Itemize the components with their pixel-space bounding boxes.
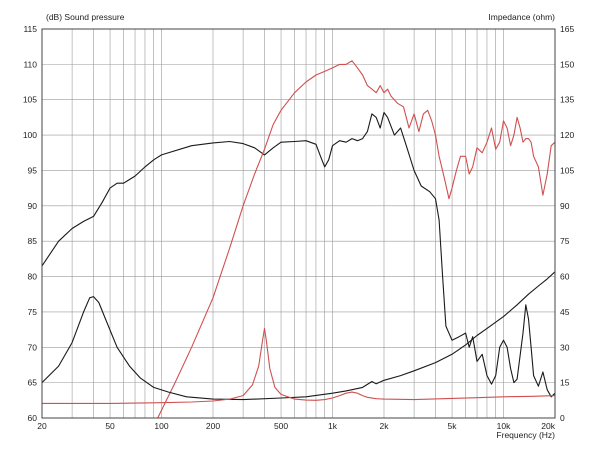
right-axis-title: Impedance (ohm) [488,12,555,22]
left-tick-label: 80 [28,272,38,282]
right-tick-label: 105 [560,165,574,175]
right-tick-label: 30 [560,342,570,352]
left-axis-ticks: 60 65 70 75 80 85 90 95 100 105 110 115 [23,24,37,423]
x-tick-label: 10k [497,421,511,431]
right-tick-label: 45 [560,307,570,317]
x-tick-label: 1k [328,421,338,431]
x-tick-label: 5k [448,421,458,431]
plot-frame [41,28,556,419]
left-tick-label: 60 [28,413,38,423]
left-tick-label: 65 [28,378,38,388]
x-tick-label: 100 [154,421,168,431]
left-tick-label: 105 [23,95,37,105]
x-tick-label: 50 [105,421,115,431]
left-tick-label: 95 [28,165,38,175]
x-axis-ticks: 20 50 100 200 500 1k 2k 5k 10k 20k [37,421,555,431]
left-tick-label: 75 [28,307,38,317]
right-tick-label: 75 [560,236,570,246]
right-tick-label: 90 [560,201,570,211]
series-line-1 [41,111,556,398]
right-tick-label: 150 [560,59,574,69]
right-tick-label: 135 [560,95,574,105]
left-tick-label: 100 [23,130,37,140]
right-tick-label: 120 [560,130,574,140]
left-tick-label: 90 [28,201,38,211]
x-tick-label: 20k [541,421,555,431]
right-tick-label: 0 [560,413,565,423]
data-series [41,60,556,419]
right-tick-label: 165 [560,24,574,34]
right-tick-label: 15 [560,378,570,388]
grid [41,28,556,419]
x-tick-label: 500 [274,421,288,431]
series-line-3 [41,271,556,401]
series-line-4 [42,327,556,404]
left-tick-label: 85 [28,236,38,246]
left-tick-label: 110 [23,59,37,69]
right-tick-label: 60 [560,272,570,282]
x-tick-label: 200 [206,421,220,431]
x-tick-label: 2k [380,421,390,431]
left-tick-label: 115 [23,24,37,34]
right-axis-ticks: 0 15 30 45 60 75 90 105 120 135 150 165 [560,24,574,423]
series-line-2 [157,60,556,419]
left-axis-title: (dB) Sound pressure [46,12,125,22]
x-axis-title: Frequency (Hz) [496,430,555,440]
left-tick-label: 70 [28,342,38,352]
x-tick-label: 20 [37,421,47,431]
